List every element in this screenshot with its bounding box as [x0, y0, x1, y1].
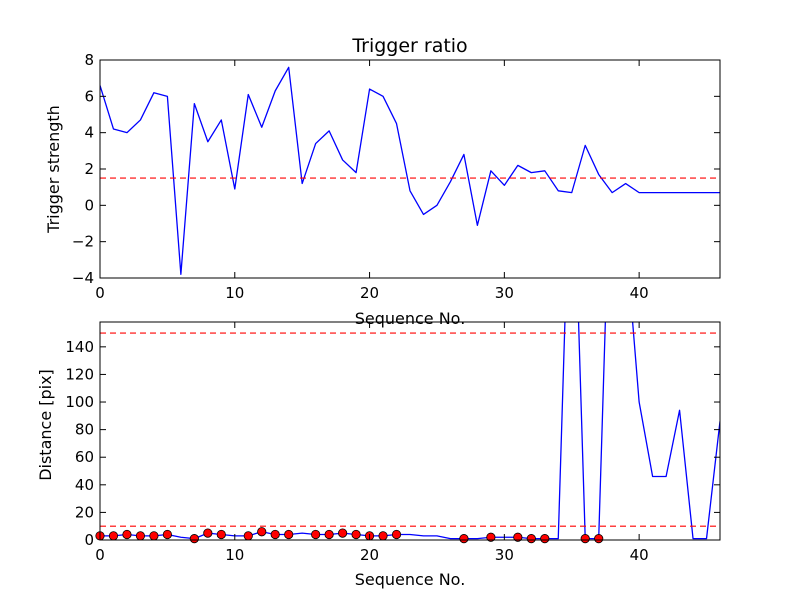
top-series-line-0	[100, 66, 720, 276]
top-y-tick-label-4: 4	[84, 124, 94, 142]
top-y-tick-label-1: −2	[72, 233, 94, 251]
bottom-plot-frame	[99, 321, 721, 541]
distance-markers	[95, 527, 604, 544]
distance-threshold-lines	[100, 332, 720, 527]
bottom-marker-25	[580, 534, 590, 544]
bottom-y-tick-label-6: 120	[65, 365, 94, 383]
bottom-marker-12	[284, 529, 294, 540]
bottom-x-tick-label-0: 0	[95, 546, 105, 564]
top-x-tick-label-2: 20	[360, 284, 379, 302]
bottom-y-axis-label: Distance [pix]	[36, 369, 55, 481]
bottom-y-tick-label-7: 140	[65, 338, 94, 356]
bottom-x-tick-label-1: 10	[225, 546, 244, 564]
top-y-ticks: −4 −2 0 2 4 6 8	[72, 51, 720, 287]
top-x-axis-label: Sequence No.	[355, 309, 466, 328]
bottom-y-tick-label-3: 60	[75, 448, 94, 466]
distance-panel: 0 10 20 30 40 0 20 40 60 80 100 120 140 Sequence No…	[36, 321, 721, 589]
bottom-marker-13	[311, 529, 321, 540]
bottom-x-axis-label: Sequence No.	[355, 570, 466, 589]
top-y-tick-label-3: 2	[84, 160, 94, 178]
bottom-y-tick-label-5: 100	[65, 393, 94, 411]
bottom-marker-7	[203, 528, 213, 538]
top-x-tick-label-3: 30	[495, 284, 514, 302]
bottom-marker-1	[108, 531, 119, 541]
top-x-tick-label-0: 0	[95, 284, 105, 302]
bottom-x-ticks: 0 10 20 30 40	[95, 322, 649, 564]
bottom-marker-18	[378, 531, 388, 541]
top-y-axis-label: Trigger strength	[44, 105, 63, 234]
bottom-x-tick-label-2: 20	[360, 546, 379, 564]
bottom-marker-26	[594, 534, 604, 544]
bottom-marker-2	[122, 529, 132, 540]
bottom-y-tick-label-2: 40	[75, 476, 94, 494]
top-x-ticks: 0 10 20 30 40	[95, 60, 649, 302]
bottom-marker-8	[216, 529, 226, 540]
bottom-y-tick-label-4: 80	[75, 421, 94, 439]
trigger-strength-series	[100, 66, 720, 276]
bottom-marker-20	[459, 534, 469, 544]
bottom-y-ticks: 0 20 40 60 80 100 120 140	[65, 338, 720, 549]
bottom-y-tick-label-0: 0	[84, 531, 94, 549]
bottom-marker-15	[338, 528, 348, 538]
top-y-tick-label-2: 0	[84, 196, 94, 214]
bottom-x-tick-label-4: 40	[630, 546, 649, 564]
bottom-marker-23	[526, 534, 536, 544]
bottom-marker-6	[189, 534, 199, 544]
bottom-marker-3	[135, 531, 146, 541]
top-x-tick-label-4: 40	[630, 284, 649, 302]
bottom-marker-19	[391, 529, 402, 540]
top-y-tick-label-5: 6	[84, 87, 94, 105]
bottom-marker-10	[257, 527, 267, 537]
top-x-tick-label-1: 10	[225, 284, 244, 302]
trigger-ratio-panel: Trigger ratio 0 10 20 30 40 −4 −2 0 2 4 6 8 Sequen…	[44, 35, 721, 328]
bottom-marker-11	[270, 529, 280, 540]
bottom-marker-5	[162, 529, 172, 540]
bottom-marker-14	[324, 529, 334, 540]
bottom-marker-21	[486, 532, 496, 542]
bottom-marker-9	[243, 531, 253, 541]
bottom-marker-24	[540, 534, 550, 544]
bottom-marker-4	[149, 531, 159, 541]
top-y-tick-label-6: 8	[84, 51, 94, 69]
top-chart-title: Trigger ratio	[351, 35, 467, 57]
bottom-x-tick-label-3: 30	[495, 546, 514, 564]
top-y-tick-label-0: −4	[72, 269, 94, 287]
bottom-marker-16	[351, 529, 361, 540]
bottom-y-tick-label-1: 20	[75, 503, 94, 521]
bottom-marker-22	[513, 532, 523, 542]
